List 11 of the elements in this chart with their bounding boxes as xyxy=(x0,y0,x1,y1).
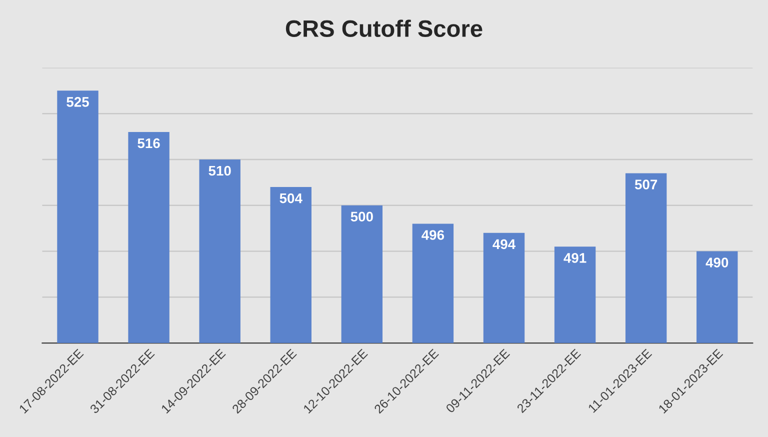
data-label: 494 xyxy=(492,239,516,250)
data-label: 500 xyxy=(350,212,373,222)
data-label: 516 xyxy=(138,138,160,148)
data-label: 507 xyxy=(634,180,658,190)
chart-title: CRS Cutoff Score xyxy=(286,20,482,38)
data-label: 504 xyxy=(280,193,302,204)
data-label: 525 xyxy=(66,97,89,107)
data-label: 490 xyxy=(706,258,728,268)
data-label: 491 xyxy=(564,253,586,263)
data-label: 510 xyxy=(208,166,231,176)
data-label: 496 xyxy=(422,230,444,240)
